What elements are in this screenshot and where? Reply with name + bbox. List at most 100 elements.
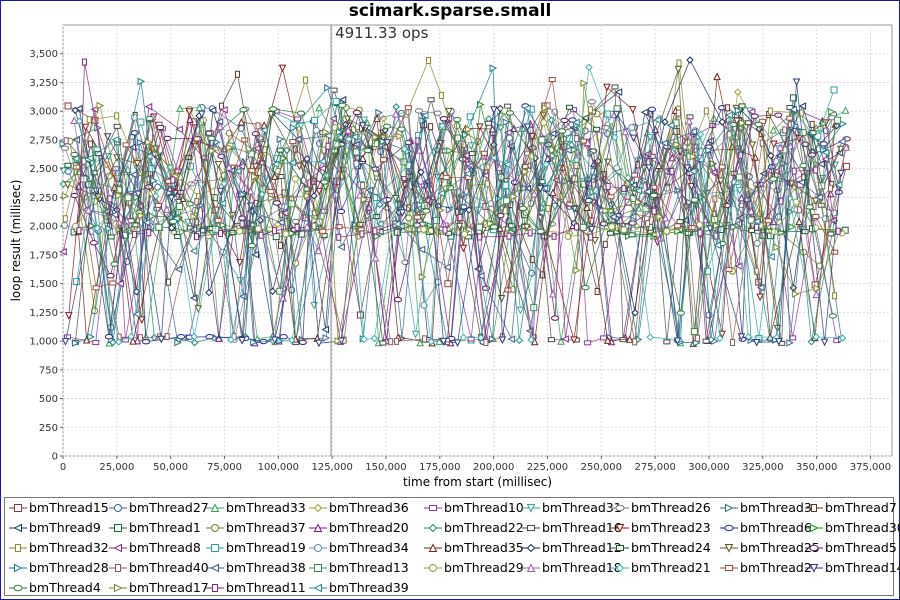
- data-point: [360, 195, 369, 204]
- data-point: [62, 215, 68, 223]
- legend-swatch: [522, 525, 540, 531]
- data-point: [303, 191, 312, 200]
- data-point: [388, 338, 394, 346]
- data-point: [641, 176, 650, 185]
- data-point: [137, 211, 146, 220]
- data-point: [238, 336, 246, 345]
- data-point: [190, 332, 198, 341]
- data-point: [64, 162, 72, 168]
- data-point: [785, 194, 794, 203]
- legend-label: bmThread2: [740, 560, 812, 575]
- legend-swatch: [611, 524, 629, 533]
- data-point: [251, 172, 259, 181]
- x-tick-label: 75,000: [207, 462, 242, 473]
- data-point: [603, 83, 611, 92]
- y-tick-label: 2,000: [29, 222, 58, 233]
- legend-label: bmThread5: [825, 540, 897, 555]
- data-point: [676, 59, 682, 67]
- legend-swatch: [522, 543, 540, 553]
- data-point: [208, 106, 217, 115]
- data-point: [218, 102, 224, 110]
- data-point: [467, 336, 475, 342]
- data-point: [789, 94, 797, 102]
- data-point: [174, 198, 183, 207]
- data-point: [392, 220, 401, 228]
- data-point: [76, 227, 82, 235]
- data-point: [548, 77, 556, 83]
- series-bmThread17: [61, 79, 844, 345]
- legend-swatch: [611, 545, 629, 551]
- data-point: [360, 182, 366, 190]
- data-point: [530, 189, 539, 198]
- x-tick-label: 25,000: [99, 462, 134, 473]
- data-point: [335, 224, 343, 230]
- data-point: [611, 84, 619, 90]
- data-point: [705, 146, 714, 155]
- data-point: [591, 237, 599, 245]
- data-point: [156, 125, 164, 131]
- data-point: [809, 130, 817, 136]
- data-point: [400, 145, 409, 153]
- data-point: [137, 316, 146, 324]
- legend-swatch-marker: [210, 503, 220, 512]
- data-point: [834, 116, 842, 124]
- data-point: [61, 338, 70, 346]
- data-point: [798, 109, 804, 117]
- data-point: [394, 337, 400, 345]
- data-point: [63, 137, 69, 145]
- legend-swatch-marker: [210, 563, 219, 573]
- data-point: [830, 86, 838, 94]
- data-point: [673, 223, 681, 229]
- legend-swatch: [720, 503, 738, 513]
- data-point: [289, 139, 297, 145]
- data-point: [165, 278, 171, 286]
- data-point: [580, 79, 589, 87]
- series-line: [67, 69, 841, 329]
- data-point: [315, 103, 323, 112]
- data-point: [233, 167, 242, 175]
- data-point: [271, 227, 277, 235]
- legend-swatch: [424, 564, 442, 572]
- legend-swatch-marker: [810, 523, 819, 533]
- data-point: [303, 222, 311, 231]
- data-point: [676, 219, 684, 225]
- data-point: [375, 108, 383, 117]
- data-point: [336, 128, 344, 136]
- x-tick-label: 350,000: [796, 462, 837, 473]
- data-point: [581, 284, 590, 291]
- legend-swatch-marker: [615, 524, 625, 533]
- data-point: [318, 164, 326, 173]
- data-point: [438, 122, 446, 130]
- data-point: [570, 205, 579, 214]
- data-point: [549, 151, 558, 160]
- legend-swatch: [109, 504, 127, 512]
- data-point: [311, 116, 319, 124]
- data-point: [502, 118, 511, 126]
- data-point: [110, 210, 119, 219]
- data-point: [530, 337, 539, 346]
- data-point: [505, 110, 515, 116]
- data-point: [834, 181, 843, 189]
- data-point: [776, 143, 784, 151]
- legend-label: bmThread33: [226, 500, 306, 515]
- series-line: [64, 83, 840, 342]
- data-point: [61, 192, 70, 200]
- data-point: [521, 164, 529, 170]
- data-point: [767, 151, 775, 160]
- data-point: [71, 154, 80, 163]
- data-point: [747, 216, 755, 224]
- data-point: [483, 338, 489, 346]
- legend-swatch-marker: [115, 564, 121, 572]
- data-point: [455, 188, 463, 196]
- y-tick-label: 2,500: [29, 164, 58, 175]
- legend-label: bmThread21: [631, 560, 711, 575]
- data-point: [414, 108, 424, 114]
- data-point: [124, 165, 132, 173]
- data-point: [350, 133, 359, 141]
- y-tick-label: 3,500: [29, 49, 58, 60]
- data-point: [60, 145, 70, 151]
- legend-swatch: [309, 564, 327, 572]
- data-point: [463, 169, 472, 178]
- data-point: [718, 164, 726, 170]
